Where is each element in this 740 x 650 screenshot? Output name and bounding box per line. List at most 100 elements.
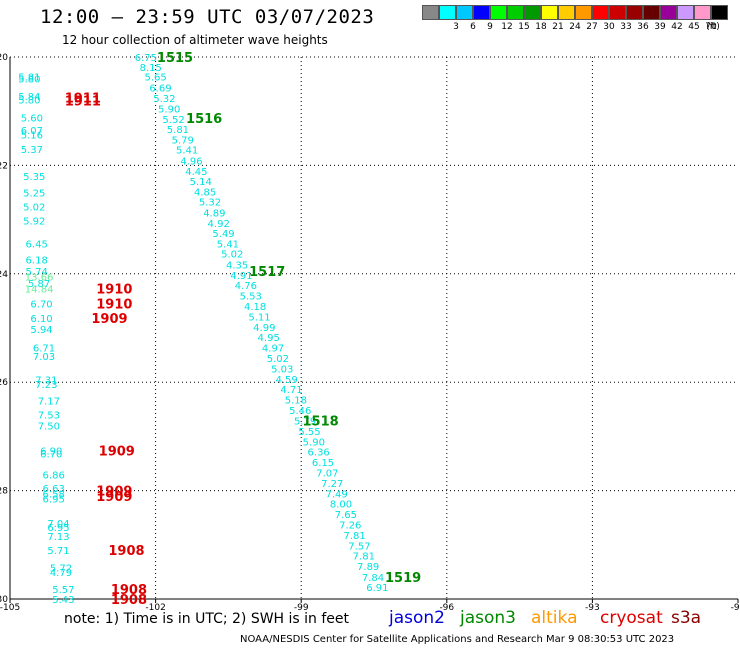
x-tick-label: -105 <box>0 603 20 613</box>
wave-height-value: 6.70 <box>30 300 52 311</box>
wave-height-value: 5.03 <box>271 365 293 376</box>
track-label-jason3: 1517 <box>249 265 285 280</box>
scale-swatch <box>677 5 694 20</box>
wave-height-value: 5.49 <box>212 229 234 240</box>
wave-height-value: 5.79 <box>172 135 194 146</box>
wave-height-value: 7.49 <box>325 489 347 500</box>
scale-swatch <box>439 5 456 20</box>
wave-height-value: 7.23 <box>35 380 57 391</box>
scale-label: 36 <box>637 22 649 32</box>
wave-height-value: 5.80 <box>18 95 40 106</box>
wave-height-value: 5.90 <box>303 437 325 448</box>
scale-swatch <box>456 5 473 20</box>
wave-height-value: 5.32 <box>199 198 221 209</box>
scale-swatch <box>660 5 677 20</box>
wave-height-value: 5.46 <box>289 406 311 417</box>
wave-height-value: 8.00 <box>330 500 352 511</box>
y-tick-label: -20 <box>0 53 8 63</box>
track-label-cryosat: 1910 <box>96 282 132 297</box>
wave-height-value: 7.31 <box>35 375 57 386</box>
wave-height-value: 5.35 <box>23 172 45 183</box>
track-label-jason3: 1519 <box>385 571 421 586</box>
wave-height-value: 5.60 <box>21 114 43 125</box>
scale-label: 70 <box>705 22 717 32</box>
wave-height-value: 5.84 <box>18 92 40 103</box>
wave-height-value: 6.15 <box>312 458 334 469</box>
wave-height-value: 5.53 <box>240 291 262 302</box>
wave-height-value: 5.37 <box>21 145 43 156</box>
y-tick-label: -28 <box>0 487 8 497</box>
wave-height-value: 4.45 <box>185 167 207 178</box>
wave-height-value: 5.94 <box>30 325 52 336</box>
scale-swatch <box>558 5 575 20</box>
wave-height-value: 4.35 <box>226 261 248 272</box>
wave-height-value: 5.14 <box>190 177 212 188</box>
wave-height-value: 4.76 <box>235 281 257 292</box>
wave-height-value: 7.53 <box>38 411 60 422</box>
wave-height-value: 5.52 <box>162 115 184 126</box>
track-label-cryosat: 1910 <box>96 298 132 313</box>
wave-height-value: 5.57 <box>52 585 74 596</box>
track-label-cryosat: 1909 <box>96 485 132 500</box>
chart-title: 12:00 — 23:59 UTC 03/07/2023 <box>40 6 375 28</box>
scale-swatch <box>422 5 439 20</box>
wave-height-value: 4.99 <box>253 323 275 334</box>
track-label-cryosat: 1911 <box>65 92 101 107</box>
scale-swatch <box>592 5 609 20</box>
scale-swatch <box>609 5 626 20</box>
scale-swatch <box>626 5 643 20</box>
wave-height-value: 5.81 <box>167 125 189 136</box>
wave-height-value: 4.89 <box>203 209 225 220</box>
scale-swatch <box>694 5 711 20</box>
wave-height-value: 7.50 <box>38 422 60 433</box>
wave-height-value: 7.27 <box>321 479 343 490</box>
wave-height-value: 7.26 <box>339 521 361 532</box>
y-tick-label: -26 <box>0 378 8 388</box>
scale-swatch <box>541 5 558 20</box>
scale-swatch <box>711 5 728 20</box>
wave-height-value: 6.70 <box>40 450 62 461</box>
track-label-jason3: 1515 <box>157 51 193 66</box>
x-tick-label: -96 <box>439 603 454 613</box>
wave-height-value: 5.02 <box>221 250 243 261</box>
track-label-jason3: 1518 <box>303 415 339 430</box>
wave-height-value: 7.07 <box>316 469 338 480</box>
x-tick-label: -90 <box>731 603 740 613</box>
wave-height-value: 6.95 <box>47 523 69 534</box>
wave-height-value: 7.84 <box>362 573 384 584</box>
mission-legend-jason2: jason2 <box>389 608 445 628</box>
wave-height-value: 5.18 <box>285 396 307 407</box>
scale-label: 9 <box>487 22 493 32</box>
scale-label: 12 <box>501 22 513 32</box>
track-label-cryosat: 1909 <box>96 490 132 505</box>
wave-height-value: 7.81 <box>343 531 365 542</box>
scale-label: 3 <box>453 22 459 32</box>
scale-label: 42 <box>671 22 683 32</box>
wave-height-value: 4.95 <box>258 333 280 344</box>
wave-height-value: 6.07 <box>21 126 43 137</box>
wave-height-value: 6.69 <box>149 83 171 94</box>
scale-label: 24 <box>569 22 581 32</box>
wave-height-value: 6.71 <box>33 344 55 355</box>
wave-height-value: 5.43 <box>52 595 74 606</box>
wave-height-value: 5.87 <box>28 279 50 290</box>
wave-height-value: 6.86 <box>43 470 65 481</box>
mission-legend-s3a: s3a <box>671 608 702 628</box>
wave-height-value: 7.13 <box>47 532 69 543</box>
scale-label: 39 <box>654 22 666 32</box>
y-tick-label: -24 <box>0 270 8 280</box>
track-label-cryosat: 1908 <box>111 583 147 598</box>
wave-height-value: 5.90 <box>158 104 180 115</box>
wave-height-value: 4.71 <box>280 385 302 396</box>
scale-label: 15 <box>518 22 530 32</box>
wave-height-value: 6.58 <box>43 489 65 500</box>
wave-height-value: 6.36 <box>308 448 330 459</box>
wave-height-value-high: 13.66 <box>25 273 54 284</box>
wave-height-value: 5.80 <box>18 75 40 86</box>
wave-height-value: 5.79 <box>294 417 316 428</box>
wave-height-value: 7.89 <box>357 562 379 573</box>
x-tick-label: -99 <box>294 603 309 613</box>
wave-height-value: 5.74 <box>26 267 48 278</box>
wave-height-value: 7.04 <box>47 519 69 530</box>
